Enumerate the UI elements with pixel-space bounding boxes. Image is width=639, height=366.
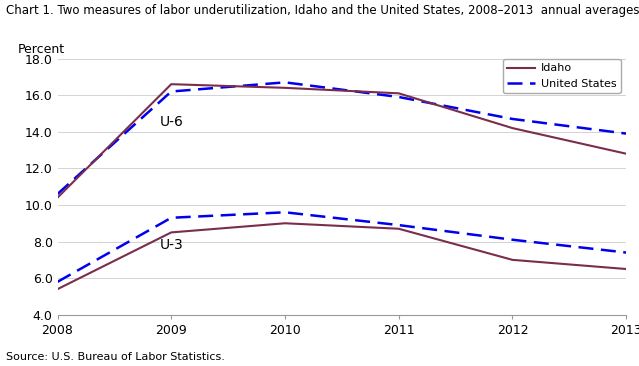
Text: Percent: Percent — [18, 43, 65, 56]
Text: Source: U.S. Bureau of Labor Statistics.: Source: U.S. Bureau of Labor Statistics. — [6, 352, 226, 362]
Text: Chart 1. Two measures of labor underutilization, Idaho and the United States, 20: Chart 1. Two measures of labor underutil… — [6, 4, 639, 17]
Text: U-3: U-3 — [160, 238, 183, 252]
Legend: Idaho, United States: Idaho, United States — [503, 59, 620, 93]
Text: U-6: U-6 — [160, 115, 184, 129]
